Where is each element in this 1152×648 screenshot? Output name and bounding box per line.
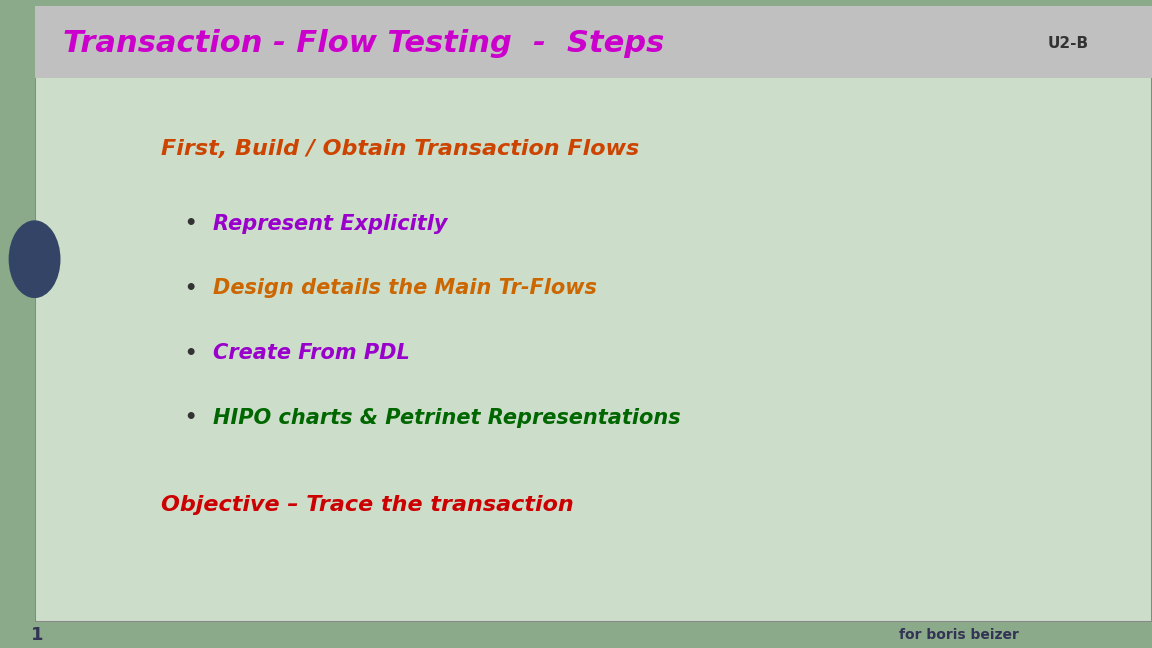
Text: •: •	[184, 343, 196, 363]
Text: Create From PDL: Create From PDL	[213, 343, 410, 363]
Text: 1: 1	[31, 626, 43, 644]
Text: HIPO charts & Petrinet Representations: HIPO charts & Petrinet Representations	[213, 408, 681, 428]
Text: Represent Explicitly: Represent Explicitly	[213, 214, 448, 233]
Text: U2-B: U2-B	[1047, 36, 1089, 51]
Text: Transaction - Flow Testing  -  Steps: Transaction - Flow Testing - Steps	[63, 29, 665, 58]
Text: •: •	[184, 408, 196, 428]
Text: Objective – Trace the transaction: Objective – Trace the transaction	[161, 496, 574, 515]
Text: Design details the Main Tr-Flows: Design details the Main Tr-Flows	[213, 279, 597, 298]
Text: for boris beizer: for boris beizer	[899, 628, 1018, 642]
Text: •: •	[184, 214, 196, 233]
Text: First, Build / Obtain Transaction Flows: First, Build / Obtain Transaction Flows	[161, 139, 639, 159]
Text: •: •	[184, 279, 196, 298]
